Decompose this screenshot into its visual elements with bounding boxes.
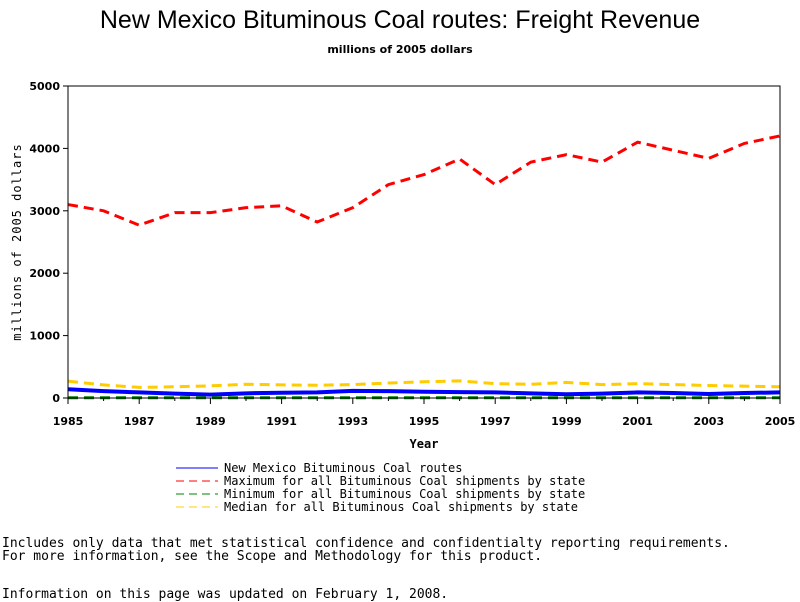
- legend-label: Median for all Bituminous Coal shipments…: [224, 500, 578, 514]
- y-tick-label: 0: [52, 392, 60, 405]
- plot-frame: [67, 85, 781, 399]
- x-tick-label: 2003: [693, 415, 724, 428]
- legend-label: Maximum for all Bituminous Coal shipment…: [224, 474, 585, 488]
- series-line-1: [67, 134, 781, 227]
- legend: New Mexico Bituminous Coal routesMaximum…: [176, 461, 585, 514]
- chart-subtitle: millions of 2005 dollars: [327, 43, 473, 56]
- legend-label: Minimum for all Bituminous Coal shipment…: [224, 487, 585, 501]
- x-tick-label: 1999: [551, 415, 582, 428]
- series-line-0: [67, 387, 781, 397]
- x-tick-label: 1995: [409, 415, 440, 428]
- y-tick-label: 5000: [29, 80, 60, 93]
- x-tick-label: 2005: [765, 415, 796, 428]
- y-tick-label: 4000: [29, 142, 60, 155]
- x-tick-label: 2001: [622, 415, 653, 428]
- y-tick-label: 2000: [29, 267, 60, 280]
- footnote-methodology: For more information, see the Scope and …: [2, 549, 543, 564]
- plot-lines: [67, 134, 781, 400]
- series-line-3: [67, 379, 781, 389]
- footnote-updated: Information on this page was updated on …: [2, 587, 449, 602]
- x-axis-label: Year: [410, 437, 439, 451]
- footnote-confidence: Includes only data that met statistical …: [2, 536, 730, 551]
- x-tick-label: 1987: [124, 415, 155, 428]
- y-axis: 0 1000 2000 3000 4000 5000: [29, 80, 68, 405]
- x-tick-label: 1991: [266, 415, 297, 428]
- x-tick-label: 1993: [337, 415, 368, 428]
- legend-label: New Mexico Bituminous Coal routes: [224, 461, 462, 475]
- x-tick-label: 1997: [480, 415, 511, 428]
- x-tick-label: 1985: [53, 415, 84, 428]
- y-tick-label: 3000: [29, 205, 60, 218]
- x-axis: 1985 1987 1989 1991 1993 1995 1997 1999 2001 2003…: [53, 398, 796, 428]
- x-tick-label: 1989: [195, 415, 226, 428]
- chart-title: New Mexico Bituminous Coal routes: Freig…: [99, 6, 701, 34]
- y-axis-label: millions of 2005 dollars: [10, 143, 24, 340]
- y-tick-label: 1000: [29, 330, 60, 343]
